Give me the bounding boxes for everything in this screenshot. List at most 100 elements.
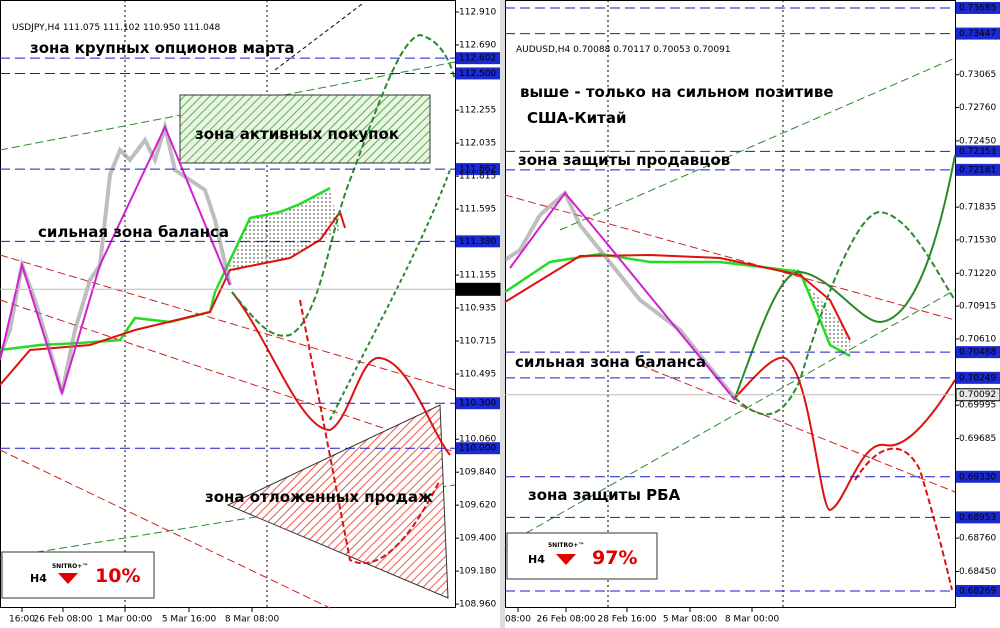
badge-percent: 97% [592,547,637,569]
time-label: 16:00 [9,615,35,625]
trend-line [0,449,331,609]
price-label: 0.70249 [959,373,996,383]
span-b [504,253,851,341]
annotation: сильная зона баланса [515,353,706,371]
wave [0,124,231,397]
level-box [956,1,1000,14]
price-label: 0.68450 [959,567,996,577]
divider [500,0,505,628]
badge-percent: 10% [95,565,140,587]
forecast [734,154,956,399]
price-label: 0.70488 [959,348,996,358]
price-label: 110.000 [459,444,496,454]
price-label: 111.060 [459,285,496,295]
current-box [455,282,501,296]
price-label: 0.70610 [959,334,996,344]
price-label: 111.595 [459,205,496,215]
time-label: 5 Mar 16:00 [162,615,217,625]
forecast [734,210,956,416]
left-frame [0,0,456,608]
price-label: 0.69685 [959,434,996,444]
level-box [956,511,1000,524]
level-box [956,470,1000,483]
level-box [956,371,1000,384]
forecast [329,169,451,421]
cloud [215,190,340,300]
annotation: зона отложенных продаж [205,488,433,506]
price-label: 0.72760 [959,103,996,113]
level-box [956,27,1000,40]
annotation: зона защиты РБА [528,486,681,504]
span-b [0,209,346,386]
price-label: 112.035 [459,139,496,149]
symbol-line: AUDUSD,H4 0.70088 0.70117 0.70053 0.7009… [516,45,731,55]
price-label: 111.862 [459,165,496,175]
price-label: 0.72353 [959,147,996,157]
price-label: 112.690 [459,40,496,50]
price-label: 109.840 [459,468,496,478]
candles [503,189,737,400]
price-label: 0.71530 [959,235,996,245]
price-label: 109.620 [459,501,496,511]
time-label: 26 Feb 08:00 [536,615,595,625]
level-box [956,145,1000,158]
price-label: 112.255 [459,106,496,116]
right-frame [505,0,956,608]
price-label: 112.910 [459,7,496,17]
current-box [955,388,1000,402]
price-label: 0.68953 [959,513,996,523]
price-label: 112.602 [459,54,496,64]
time-label: 08:00 [505,615,531,625]
price-label: 0.68269 [959,586,996,596]
candles [0,119,232,394]
forecast [231,33,456,337]
trend-line [0,254,456,391]
badge-brand: 5NITRO+™ [52,563,88,570]
price-label: 109.400 [459,534,496,544]
price-label: 111.155 [459,271,496,281]
price-label: 110.935 [459,304,496,314]
trend-line [504,289,956,546]
price-label: 0.73447 [959,29,996,39]
level-box [456,163,500,176]
badge-timeframe: H4 [30,572,47,585]
price-label: 0.68760 [959,534,996,544]
wave [509,191,736,401]
level-box [456,442,500,455]
price-label: 0.71835 [959,203,996,213]
down-arrow [556,554,576,565]
price-label: 108.960 [459,600,496,610]
price-label: 0.73685 [959,3,996,13]
price-label: 0.73065 [959,70,996,80]
forecast [231,291,451,456]
price-label: 0.70915 [959,302,996,312]
price-label: 109.180 [459,567,496,577]
level-box [956,584,1000,597]
price-label: 0.72181 [959,165,996,175]
trend-line [504,194,956,321]
badge: 5NITRO+™ H4 97% [506,532,658,580]
badge-brand: 5NITRO+™ [548,542,584,549]
level-box [456,235,500,248]
time-label: 26 Feb 08:00 [33,615,92,625]
trend-line [639,364,956,493]
time-label: 28 Feb 16:00 [597,615,656,625]
buy-zone [179,94,431,164]
down-arrow [58,573,78,584]
annotation: сильная зона баланса [38,223,229,241]
price-label: 0.71220 [959,269,996,279]
arrow [274,3,363,71]
badge-box [506,532,658,580]
level-box [456,397,500,410]
badge-timeframe: H4 [528,553,545,566]
annotation: зона активных покупок [195,125,399,143]
level-box [456,67,500,80]
forecast [299,299,441,565]
price-label: 111.815 [459,172,496,182]
badge: 5NITRO+™ H4 10% [1,551,155,599]
time-label: 8 Mar 08:00 [225,615,280,625]
price-label: 112.500 [459,69,496,79]
level-box [956,346,1000,359]
annotation: США-Китай [527,109,626,127]
